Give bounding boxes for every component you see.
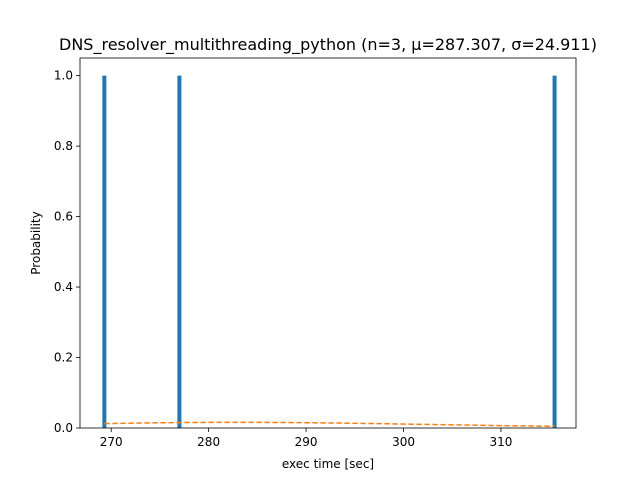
histogram-bar xyxy=(177,75,182,429)
x-tick-label: 280 xyxy=(197,435,220,449)
y-axis-label: Probability xyxy=(29,211,43,274)
y-tick-label: 1.0 xyxy=(54,69,73,83)
density-curve-group xyxy=(104,421,555,428)
plot-frame xyxy=(79,57,577,429)
chart-title: DNS_resolver_multithreading_python (n=3,… xyxy=(59,35,597,55)
x-tick-label: 290 xyxy=(295,435,318,449)
plot-area xyxy=(80,58,576,428)
x-tick-label: 270 xyxy=(100,435,123,449)
x-tick-label: 310 xyxy=(490,435,513,449)
x-tick-label: 300 xyxy=(392,435,415,449)
y-tick-label: 0.4 xyxy=(54,280,73,294)
x-axis-label: exec time [sec] xyxy=(282,457,374,471)
y-tick-label: 0.8 xyxy=(54,139,73,153)
x-axis-ticks: 270 280 290 300 310 xyxy=(100,428,513,449)
y-tick-label: 0.2 xyxy=(54,351,73,365)
density-curve xyxy=(104,421,555,428)
histogram-bar xyxy=(102,75,107,429)
y-tick-label: 0.0 xyxy=(54,421,73,435)
y-axis-ticks: 0.0 0.2 0.4 0.6 0.8 1.0 xyxy=(54,69,80,435)
histogram-bar xyxy=(552,75,557,429)
histogram-bars xyxy=(102,75,557,429)
y-tick-label: 0.6 xyxy=(54,210,73,224)
